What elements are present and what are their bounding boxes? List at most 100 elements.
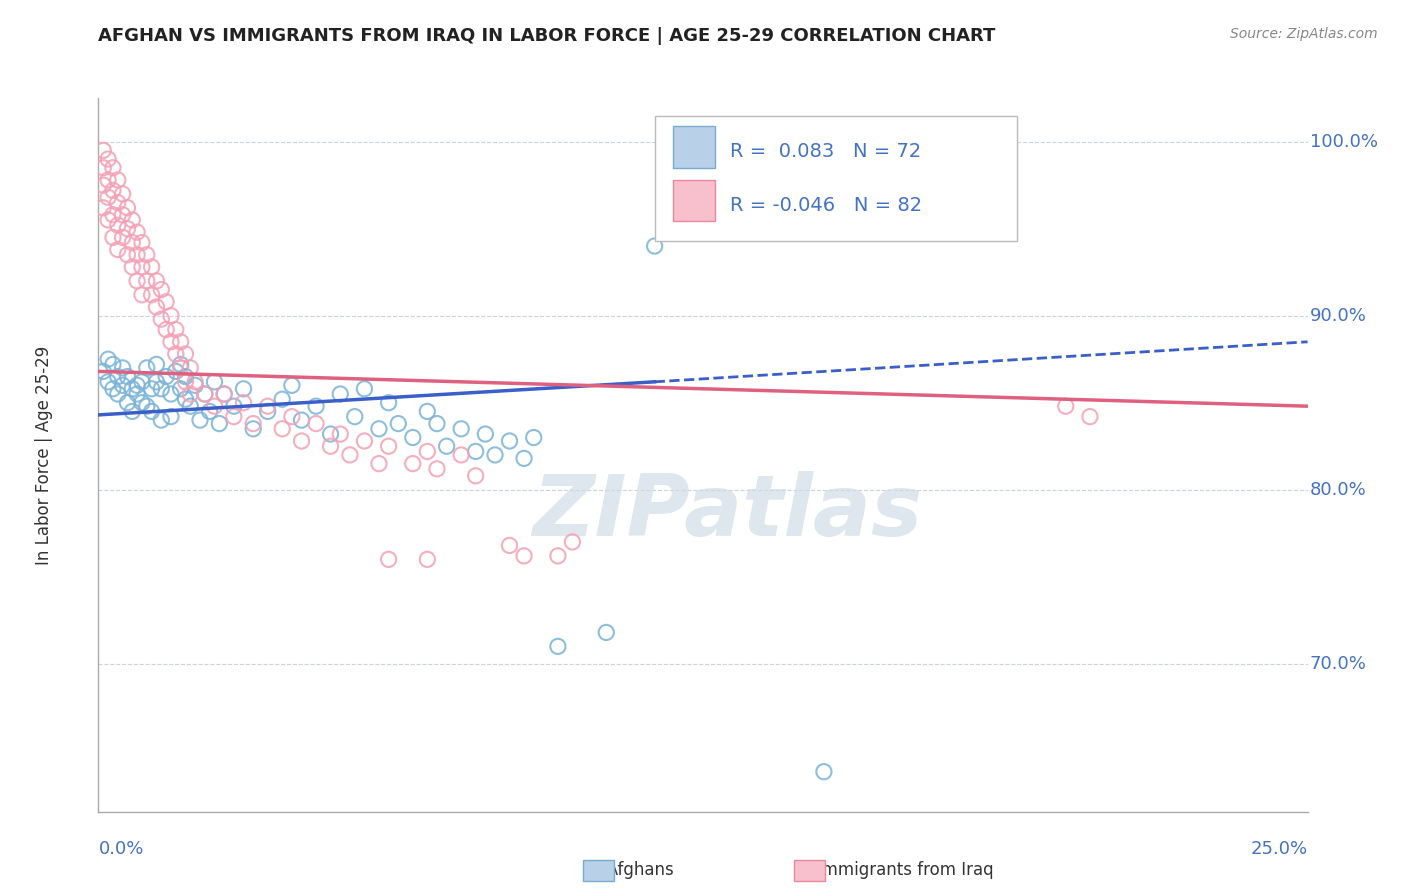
Point <box>169 382 191 396</box>
Point <box>222 399 245 413</box>
Point <box>271 392 294 407</box>
Point <box>117 221 139 235</box>
Point <box>523 430 546 444</box>
Point <box>101 161 124 175</box>
Point <box>242 422 264 436</box>
Point <box>513 549 536 563</box>
Point <box>498 538 520 552</box>
Point <box>281 378 304 392</box>
Point <box>97 375 120 389</box>
Point <box>450 422 472 436</box>
Point <box>117 395 139 409</box>
Point <box>290 413 312 427</box>
Point <box>547 640 569 654</box>
Point <box>141 382 163 396</box>
Point <box>91 201 114 215</box>
Point <box>464 468 486 483</box>
Point <box>232 395 254 409</box>
Point <box>416 552 439 566</box>
Point <box>160 409 183 424</box>
Point <box>174 347 197 361</box>
Point <box>484 448 506 462</box>
Point <box>281 409 304 424</box>
Point <box>117 201 139 215</box>
Point <box>155 323 177 337</box>
Point <box>101 382 124 396</box>
Point <box>208 417 231 431</box>
Point <box>547 549 569 563</box>
Point <box>174 369 197 384</box>
Point <box>131 235 153 250</box>
Point <box>141 287 163 301</box>
Point <box>377 439 399 453</box>
Point <box>184 378 207 392</box>
Point <box>232 382 254 396</box>
Text: 90.0%: 90.0% <box>1310 307 1367 325</box>
Point <box>198 404 221 418</box>
Point <box>1054 399 1077 413</box>
Point <box>179 360 201 375</box>
Text: AFGHAN VS IMMIGRANTS FROM IRAQ IN LABOR FORCE | AGE 25-29 CORRELATION CHART: AFGHAN VS IMMIGRANTS FROM IRAQ IN LABOR … <box>98 27 995 45</box>
Text: R = -0.046   N = 82: R = -0.046 N = 82 <box>730 195 922 215</box>
Point <box>1078 409 1101 424</box>
Point <box>194 387 217 401</box>
Point <box>145 375 167 389</box>
Point <box>513 451 536 466</box>
Point <box>107 387 129 401</box>
Point <box>343 409 366 424</box>
Point <box>121 213 143 227</box>
Point <box>131 260 153 274</box>
Point <box>644 239 666 253</box>
FancyBboxPatch shape <box>672 180 716 221</box>
Point <box>188 413 211 427</box>
Text: 80.0%: 80.0% <box>1310 481 1367 499</box>
Point <box>305 399 328 413</box>
Point <box>256 404 278 418</box>
Point <box>561 535 583 549</box>
Point <box>135 399 157 413</box>
Point <box>160 309 183 323</box>
Point <box>97 152 120 166</box>
Point <box>127 378 149 392</box>
Text: Source: ZipAtlas.com: Source: ZipAtlas.com <box>1230 27 1378 41</box>
Point <box>107 369 129 384</box>
Point <box>111 360 134 375</box>
Point <box>179 387 201 401</box>
Point <box>121 235 143 250</box>
Text: 100.0%: 100.0% <box>1310 133 1378 151</box>
Point <box>97 173 120 187</box>
Point <box>121 404 143 418</box>
Point <box>107 173 129 187</box>
Point <box>290 434 312 448</box>
Text: Immigrants from Iraq: Immigrants from Iraq <box>801 861 994 879</box>
Point <box>91 178 114 193</box>
Point <box>212 387 235 401</box>
Point <box>150 283 173 297</box>
Point <box>97 213 120 227</box>
Point <box>426 462 449 476</box>
Point <box>155 369 177 384</box>
Text: In Labor Force | Age 25-29: In Labor Force | Age 25-29 <box>35 345 53 565</box>
Point <box>111 230 134 244</box>
Point <box>256 399 278 413</box>
Point <box>145 274 167 288</box>
Point <box>368 422 391 436</box>
Text: 25.0%: 25.0% <box>1250 840 1308 858</box>
Point <box>222 409 245 424</box>
Point <box>117 369 139 384</box>
Point <box>474 427 496 442</box>
Point <box>464 444 486 458</box>
Point <box>165 347 187 361</box>
Point <box>319 439 342 453</box>
Point <box>101 358 124 372</box>
Point <box>145 300 167 314</box>
Point <box>329 427 352 442</box>
Point <box>271 422 294 436</box>
Point <box>135 360 157 375</box>
Point <box>174 375 197 389</box>
Point <box>329 387 352 401</box>
Point <box>387 417 409 431</box>
Point <box>160 387 183 401</box>
Point <box>127 248 149 262</box>
Point <box>107 195 129 210</box>
